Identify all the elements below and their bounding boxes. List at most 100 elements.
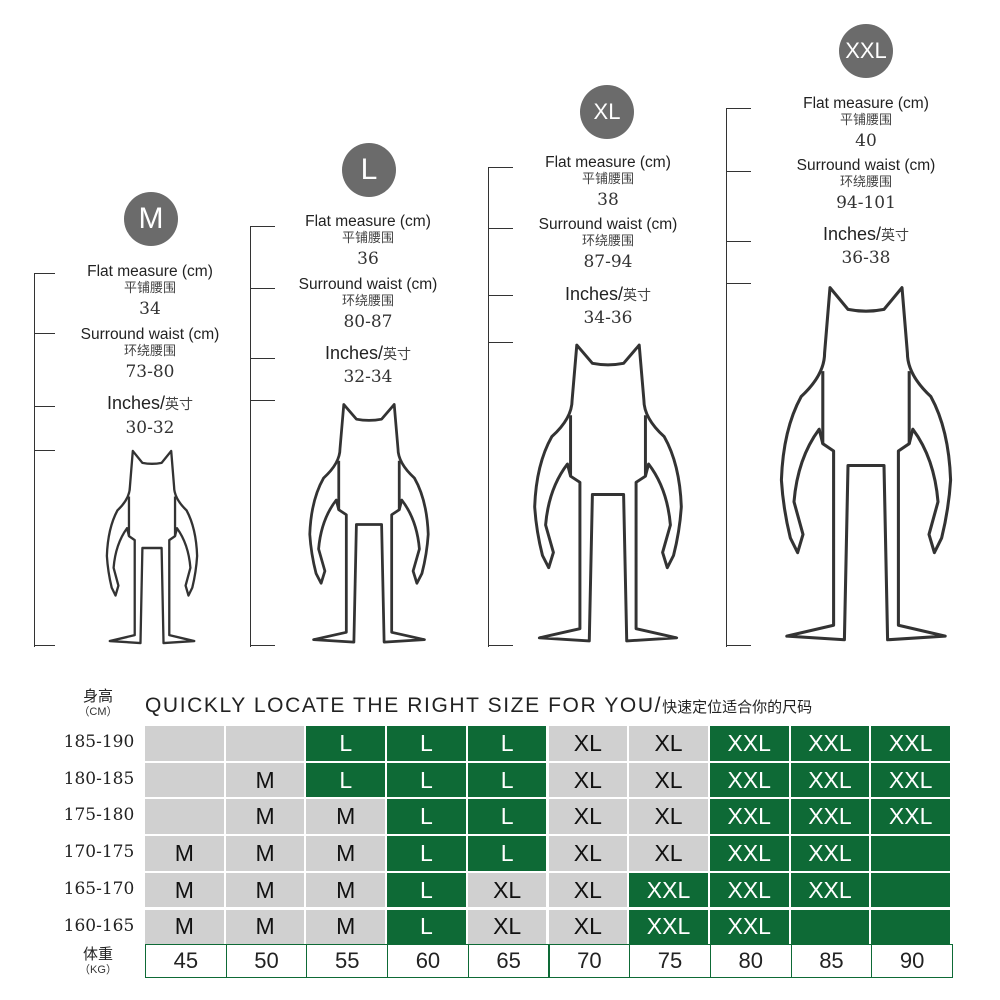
ruler-tick (727, 645, 751, 646)
weight-cell: 85 (790, 944, 873, 978)
body-figure-icon (104, 449, 200, 647)
size-cell (790, 909, 870, 945)
size-badge-l: L (342, 143, 396, 197)
size-cell: XXL (709, 762, 789, 798)
weight-cell: 90 (871, 944, 953, 978)
table-title-zh: 快速定位适合你的尺码 (662, 699, 813, 716)
body-figure-icon (306, 402, 432, 647)
flat-measure-value: 38 (597, 190, 619, 210)
size-cell: XXL (790, 836, 870, 871)
size-cell: L (387, 836, 466, 871)
body-outline-icon (105, 449, 199, 645)
size-cell: M (225, 799, 305, 835)
size-cell (871, 872, 950, 908)
inches-label: Inches/英寸 (776, 223, 956, 246)
size-cell: M (306, 872, 386, 908)
size-cell: L (387, 872, 466, 908)
ruler-tick (727, 171, 751, 172)
flat-measure-label: Flat measure (cm) (545, 154, 671, 171)
size-cell: L (306, 726, 386, 761)
height-ruler (250, 226, 275, 647)
size-cell: L (467, 762, 547, 798)
size-cell: L (387, 762, 466, 798)
size-cell: XXL (871, 762, 950, 798)
surround-waist-value: 73-80 (125, 362, 175, 382)
size-cell: XL (548, 799, 628, 835)
height-range-label: 160-165 (63, 915, 135, 936)
size-cell: L (387, 726, 466, 761)
height-range-label: 170-175 (63, 842, 135, 863)
size-cell: XL (548, 726, 628, 761)
size-cell (145, 726, 224, 761)
ruler-tick (251, 288, 275, 289)
height-range-label: 175-180 (63, 805, 135, 826)
body-outline-icon (308, 403, 430, 644)
ruler-tick (35, 333, 55, 334)
ruler-tick (251, 645, 275, 646)
size-cell (145, 799, 224, 835)
size-cell: M (225, 762, 305, 798)
inches-label-zh: 英寸 (623, 287, 652, 303)
ruler-tick (727, 108, 751, 109)
ruler-tick (489, 167, 513, 168)
height-axis-unit: （CM） (78, 706, 118, 718)
size-cell (145, 762, 224, 798)
ruler-tick (251, 400, 275, 401)
height-range-label: 165-170 (63, 878, 135, 899)
inches-label-en: Inches/ (564, 284, 624, 304)
size-badge-xl: XL (580, 85, 634, 139)
weight-cell: 60 (387, 944, 469, 978)
flat-measure-label-zh: 平铺腰围 (123, 280, 176, 295)
surround-waist-value: 80-87 (343, 312, 393, 332)
surround-waist-value: 94-101 (836, 193, 896, 213)
size-cell: XL (467, 872, 547, 908)
size-cell: XXL (790, 799, 870, 835)
size-cell: M (225, 836, 305, 871)
surround-waist-label-zh: 环绕腰围 (839, 174, 892, 189)
size-cell: XL (629, 836, 708, 871)
flat-measure-label: Flat measure (cm) (87, 263, 213, 280)
size-cell: XL (629, 726, 708, 761)
weight-cell: 65 (467, 944, 550, 978)
size-cell: XXL (709, 836, 789, 871)
ruler-tick (489, 342, 513, 343)
size-cell: L (306, 762, 386, 798)
weight-cell: 70 (548, 944, 631, 978)
size-cell: L (387, 909, 466, 945)
size-cell: XXL (871, 799, 950, 835)
ruler-tick (35, 406, 55, 407)
inches-label: Inches/英寸 (518, 283, 698, 306)
ruler-tick (35, 450, 55, 451)
height-range-label: 180-185 (63, 768, 135, 789)
surround-waist-label-zh: 环绕腰围 (123, 343, 176, 358)
weight-cell: 55 (306, 944, 389, 978)
height-range-label: 185-190 (63, 732, 135, 752)
size-cell: M (306, 909, 386, 945)
inches-label-zh: 英寸 (165, 396, 194, 412)
size-cell: M (225, 909, 305, 945)
size-badge-m: M (124, 192, 178, 246)
size-cell: XXL (709, 909, 789, 945)
ruler-tick (489, 645, 513, 646)
flat-measure-value: 34 (139, 299, 161, 319)
inches-value: 30-32 (125, 418, 175, 438)
inches-label-en: Inches/ (324, 343, 384, 363)
flat-measure-label-zh: 平铺腰围 (581, 171, 634, 186)
size-cell: M (225, 872, 305, 908)
ruler-tick (489, 228, 513, 229)
ruler-tick (727, 283, 751, 284)
surround-waist-label: Surround waist (cm) (538, 216, 678, 233)
size-badge-xxl: XXL (839, 24, 893, 78)
flat-measure-label: Flat measure (cm) (305, 213, 431, 230)
height-ruler (488, 167, 513, 647)
inches-label-zh: 英寸 (881, 227, 910, 243)
flat-measure-value: 36 (357, 249, 379, 269)
size-cell: L (387, 799, 466, 835)
size-cell: M (145, 872, 224, 908)
inches-value: 32-34 (343, 367, 393, 387)
flat-measure-value: 40 (855, 131, 877, 151)
size-cell: XXL (709, 799, 789, 835)
body-outline-icon (779, 286, 953, 642)
inches-value: 34-36 (583, 308, 633, 328)
surround-waist-label: Surround waist (cm) (796, 157, 936, 174)
